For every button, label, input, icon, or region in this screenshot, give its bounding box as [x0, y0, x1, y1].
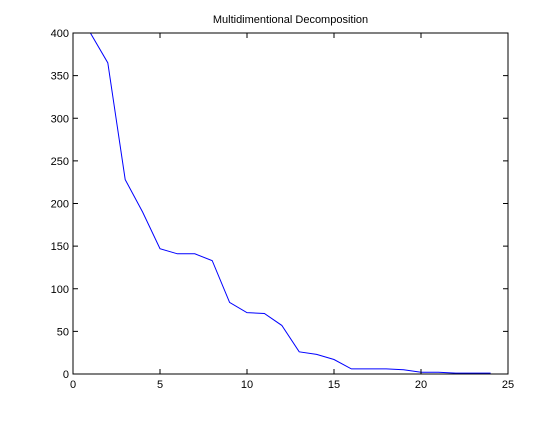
- x-tick-label: 0: [70, 379, 76, 391]
- y-tick-label: 50: [57, 326, 69, 338]
- x-tick-label: 5: [157, 379, 163, 391]
- y-tick-label: 400: [51, 28, 69, 40]
- y-tick-label: 200: [51, 199, 69, 211]
- y-tick-label: 100: [51, 284, 69, 296]
- y-tick-label: 350: [51, 71, 69, 83]
- x-tick-label: 10: [241, 379, 253, 391]
- y-tick-label: 150: [51, 241, 69, 253]
- y-tick-label: 250: [51, 156, 69, 168]
- y-tick-label: 300: [51, 113, 69, 125]
- x-tick-label: 25: [502, 379, 514, 391]
- x-tick-label: 15: [328, 379, 340, 391]
- chart-title: Multidimentional Decomposition: [213, 14, 368, 26]
- y-tick-label: 0: [63, 369, 69, 381]
- x-tick-label: 20: [415, 379, 427, 391]
